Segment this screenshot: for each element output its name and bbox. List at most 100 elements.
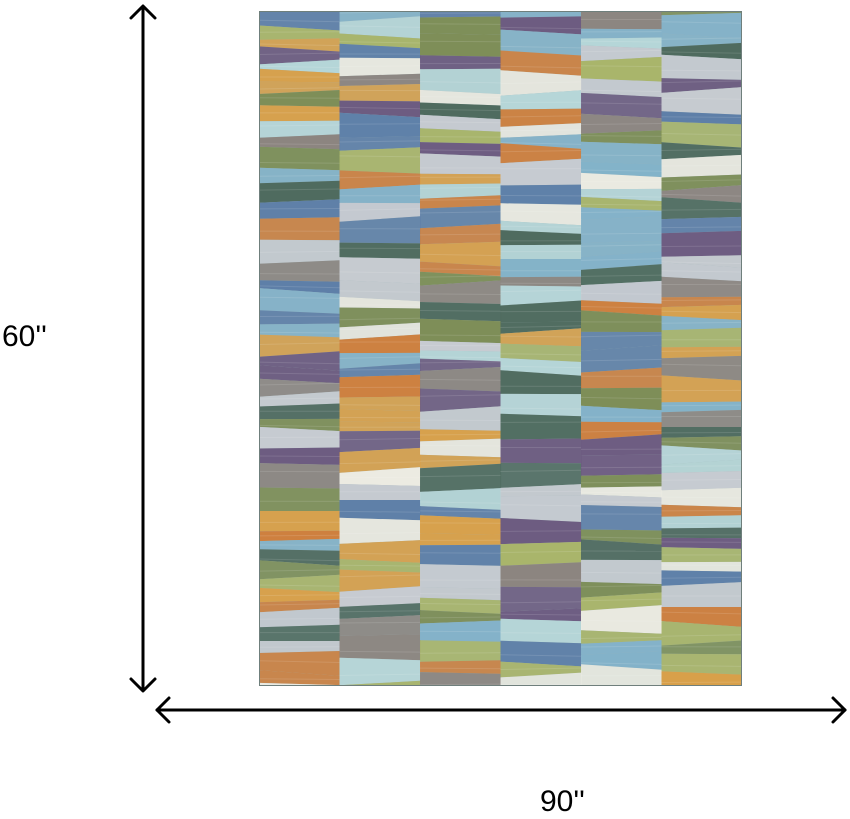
- rug-stripe: [259, 25, 341, 40]
- rug-texture-line: [419, 96, 502, 98]
- rug-texture-line: [419, 593, 502, 595]
- rug-texture-line: [580, 598, 663, 602]
- rug-stripe: [420, 241, 502, 267]
- rug-texture-line: [661, 453, 742, 456]
- rug-stripe: [259, 217, 341, 241]
- rug-stripe: [581, 141, 663, 165]
- rug-texture-line: [339, 595, 421, 598]
- rug-stripe: [661, 515, 742, 529]
- rug-stripe: [339, 396, 421, 412]
- rug-stripe: [581, 539, 663, 561]
- rug-stripe: [661, 276, 742, 298]
- rug-stripe: [420, 271, 502, 286]
- rug-stripe: [500, 672, 582, 686]
- rug-texture-line: [419, 268, 502, 271]
- rug-stripe: [339, 569, 421, 592]
- rug-stripe: [500, 438, 582, 464]
- rug-stripe: [500, 300, 582, 323]
- height-arrow-bottom-head: [129, 677, 157, 693]
- rug-stripe: [661, 327, 742, 348]
- rug-stripe: [661, 296, 742, 308]
- rug-stripe: [581, 690, 662, 706]
- rug-stripe: [420, 544, 502, 566]
- rug-stripe: [661, 459, 742, 473]
- rug-texture-line: [419, 108, 502, 112]
- rug-texture-line: [259, 660, 341, 663]
- rug-stripe: [581, 188, 663, 202]
- rug-stripe: [420, 620, 502, 642]
- rug-stripe: [581, 421, 663, 440]
- rug-stripe: [500, 321, 582, 334]
- rug-texture-line: [661, 37, 742, 40]
- rug-stripe: [420, 438, 502, 458]
- rug-stripe: [581, 592, 663, 611]
- rug-stripe: [581, 240, 663, 257]
- rug-stripe: [581, 664, 663, 686]
- rug-stripe: [420, 33, 502, 57]
- rug-stripe: [259, 682, 341, 686]
- rug-texture-line: [259, 382, 341, 386]
- rug-stripe: [339, 33, 421, 49]
- rug-stripe: [661, 230, 742, 257]
- rug-stripe: [420, 89, 502, 106]
- rug-stripe: [420, 68, 502, 95]
- rug-texture-line: [419, 667, 502, 670]
- rug-stripe: [661, 445, 742, 465]
- rug-stripe: [259, 560, 341, 580]
- rug-stripe: [661, 87, 742, 115]
- rug-stripe: [339, 447, 421, 473]
- rug-stripe: [339, 112, 421, 138]
- rug-texture-line: [419, 198, 502, 201]
- rug-stripe: [581, 300, 663, 316]
- rug-stripe: [420, 11, 502, 18]
- rug-texture-line: [661, 69, 742, 72]
- rug-stripe: [259, 288, 341, 314]
- rug-stripe: [339, 374, 421, 398]
- rug-stripe: [259, 11, 341, 31]
- rug-stripe: [259, 624, 341, 641]
- rug-stripe: [259, 447, 341, 465]
- rug-stripe: [339, 500, 421, 521]
- rug-texture-line: [500, 65, 582, 69]
- rug-texture-line: [500, 469, 582, 472]
- rug-stripe: [339, 184, 421, 204]
- rug-stripe: [500, 562, 582, 588]
- rug-texture-line: [419, 603, 502, 606]
- rug-texture-line: [419, 136, 502, 138]
- rug-stripe: [661, 527, 742, 539]
- rug-stripe: [339, 73, 421, 86]
- rug-stripe: [581, 28, 663, 39]
- rug-stripe: [661, 607, 742, 627]
- rug-stripe: [661, 653, 742, 675]
- rug-stripe: [259, 120, 341, 138]
- rug-stripe: [420, 515, 502, 535]
- rug-stripe: [339, 421, 421, 432]
- rug-texture-line: [259, 569, 341, 572]
- rug-stripe: [500, 16, 582, 35]
- rug-stripe: [420, 302, 502, 322]
- rug-texture-line: [580, 258, 663, 261]
- rug-stripe: [339, 257, 421, 284]
- rug-texture-line: [259, 97, 341, 99]
- rug-texture-line: [662, 7, 743, 8]
- rug-stripe: [339, 540, 421, 563]
- rug-stripe: [339, 334, 421, 354]
- rug-texture-line: [259, 617, 341, 620]
- rug-texture-line: [580, 584, 663, 588]
- rug-texture-line: [259, 175, 341, 177]
- rug-texture-line: [419, 81, 502, 84]
- rug-stripe: [420, 128, 502, 144]
- rug-texture-line: [500, 504, 582, 507]
- rug-texture-line: [580, 123, 663, 125]
- rug-texture-line: [339, 552, 421, 555]
- rug-stripe: [661, 436, 742, 451]
- rug-texture-line: [259, 534, 341, 537]
- rug-stripe: [420, 672, 502, 686]
- rug-texture-line: [500, 654, 582, 657]
- rug-stripe: [420, 660, 502, 674]
- rug-stripe: [339, 657, 421, 686]
- rug-stripe: [339, 170, 421, 190]
- rug-texture-line: [661, 496, 742, 499]
- rug-texture-line: [580, 232, 663, 235]
- rug-texture-line: [259, 372, 341, 375]
